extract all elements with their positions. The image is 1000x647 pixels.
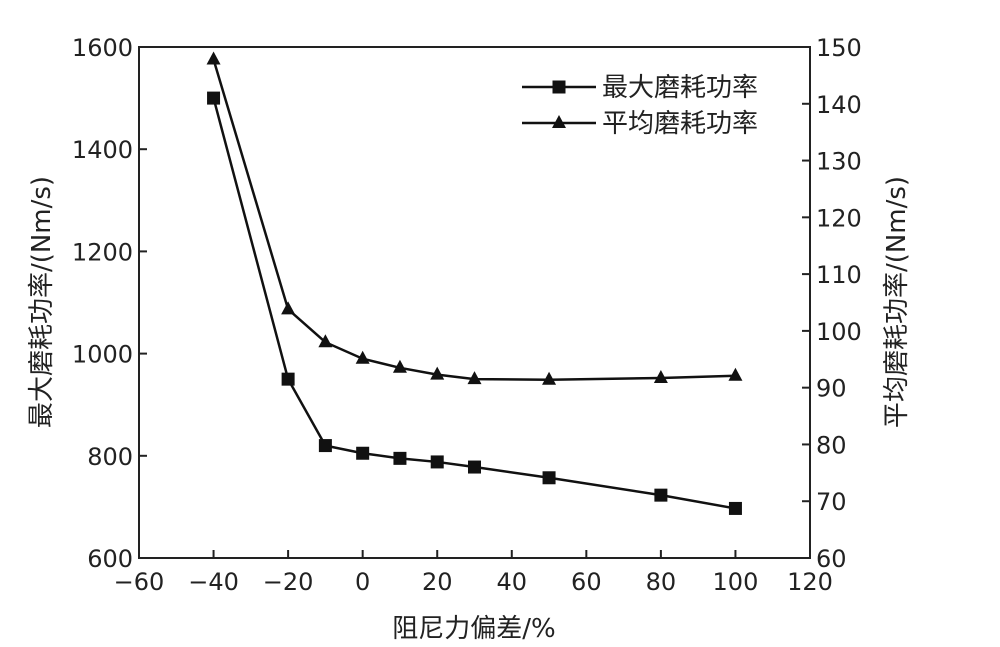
y-right-tick-label: 90 [816,375,847,403]
square-marker [207,91,221,105]
x-tick-label: 120 [787,568,833,596]
legend-marker [552,115,566,128]
y-axis-right-label: 平均磨耗功率/(Nm/s) [882,176,912,428]
x-axis-label: 阻尼力偏差/% [392,614,555,644]
x-tick-label: 60 [571,568,602,596]
legend-label: 平均磨耗功率 [602,109,758,139]
x-tick-label: −20 [263,568,314,596]
series-layer [206,51,743,515]
axis-ticks: −60 −40 −20 0 20 40 60 80 100 120 600 800 1000 1200 14… [72,34,862,596]
square-marker [356,446,370,460]
y-right-tick-label: 140 [816,91,862,119]
square-marker [318,439,332,453]
triangle-marker [206,51,221,65]
x-tick-label: 100 [713,568,759,596]
y-right-tick-label: 80 [816,431,847,459]
square-marker [542,471,556,485]
legend-marker [552,80,566,94]
y-left-tick-label: 1600 [72,34,133,62]
x-tick-label: 80 [646,568,677,596]
square-marker [393,451,407,465]
y-left-tick-label: 800 [87,443,133,471]
square-marker [430,455,444,469]
y-left-tick-label: 1400 [72,136,133,164]
x-tick-label: 20 [422,568,453,596]
y-right-tick-label: 100 [816,318,862,346]
y-axis-left-label: 最大磨耗功率/(Nm/s) [27,176,57,428]
y-right-tick-label: 60 [816,545,847,573]
square-marker [468,460,481,474]
x-tick-label: −40 [188,568,239,596]
square-marker [281,372,295,386]
plot-frame [138,46,811,559]
y-right-tick-label: 120 [816,204,862,232]
triangle-marker [355,350,370,364]
y-left-tick-label: 1200 [72,238,133,266]
y-right-tick-label: 150 [816,34,862,62]
y-left-tick-label: 1000 [72,341,133,369]
series-line-1 [212,97,736,510]
triangle-marker [542,371,557,385]
x-tick-label: 40 [497,568,528,596]
triangle-marker [318,334,333,348]
legend-label: 最大磨耗功率 [602,73,758,103]
y-right-tick-label: 110 [816,261,862,289]
square-marker [728,501,742,515]
series-line-2 [212,59,736,381]
x-tick-label: −60 [114,568,165,596]
y-left-tick-label: 600 [87,545,133,573]
y-right-tick-label: 130 [816,148,862,176]
triangle-marker [281,301,296,315]
y-right-tick-label: 70 [816,488,847,516]
triangle-marker [728,367,743,381]
triangle-marker [392,359,407,373]
square-marker [654,488,668,502]
triangle-marker [653,370,668,384]
triangle-marker [430,366,445,380]
x-tick-label: 0 [355,568,370,596]
triangle-marker [467,371,482,385]
